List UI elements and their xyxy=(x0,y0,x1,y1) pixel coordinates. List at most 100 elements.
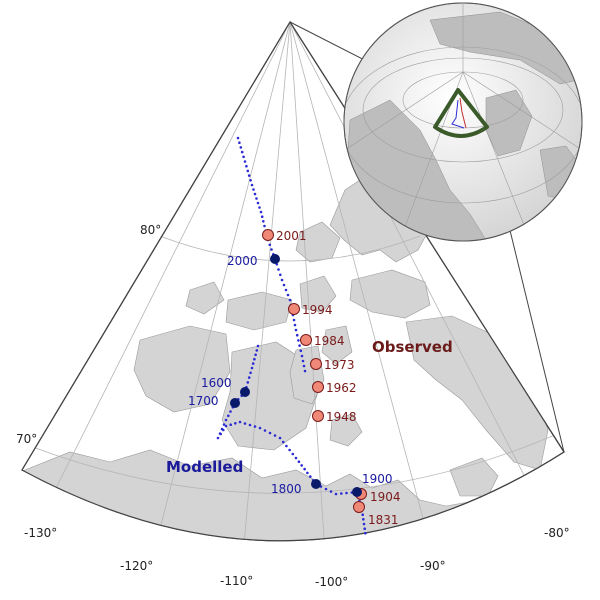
modelled-year-label: 1700 xyxy=(188,394,219,408)
model-track-dot xyxy=(254,353,257,357)
model-track-dot xyxy=(249,371,252,375)
model-track-dot xyxy=(282,283,286,287)
model-track-dot xyxy=(281,440,285,444)
model-track-dot xyxy=(270,248,273,251)
observed-pole: 2001 xyxy=(262,229,307,243)
model-track-dot xyxy=(245,164,248,168)
model-track-dot xyxy=(309,475,312,478)
observed-year-label: 1831 xyxy=(368,513,399,527)
model-track-dot xyxy=(227,414,230,418)
globe-outline xyxy=(343,2,583,242)
model-track-dot xyxy=(255,197,258,200)
model-track-dot xyxy=(224,418,228,422)
meridian-80 xyxy=(289,22,541,507)
model-track-dot xyxy=(284,288,288,292)
observed-pole: 1962 xyxy=(312,381,357,395)
model-track-dot xyxy=(364,532,367,535)
model-track-dot xyxy=(247,376,251,379)
latitude-label: 70° xyxy=(16,432,37,446)
model-track-dot xyxy=(279,273,282,277)
observed-marker xyxy=(310,358,322,370)
modelled-pole: 1600 xyxy=(201,376,250,397)
model-track-dot xyxy=(216,436,220,440)
graticule xyxy=(29,22,564,541)
model-track-dot xyxy=(222,428,225,432)
model-track-dot xyxy=(299,349,303,353)
model-track-dot xyxy=(250,183,254,187)
observed-pole: 1994 xyxy=(288,303,333,317)
model-track-dot xyxy=(258,426,262,430)
model-track-dot xyxy=(250,366,254,370)
model-track-dot xyxy=(243,160,247,163)
model-track-dot xyxy=(256,201,260,205)
observed-marker xyxy=(353,501,365,513)
model-track-dot xyxy=(260,215,264,218)
longitude-label: -80° xyxy=(544,526,570,540)
coordinate-labels: 80° 70° -130° -120° -110° -100° -90° -80… xyxy=(16,223,570,589)
model-track-dot xyxy=(247,174,251,177)
model-track-dot xyxy=(268,431,272,435)
model-track-dot xyxy=(248,423,252,427)
model-track-dot xyxy=(229,423,232,427)
model-track-dot xyxy=(301,359,305,363)
model-track-dot xyxy=(334,492,338,496)
model-track-dot xyxy=(224,424,228,428)
longitude-label: -120° xyxy=(120,559,153,573)
map-frame xyxy=(21,20,565,542)
model-track-dot xyxy=(285,444,288,448)
model-track-dot xyxy=(229,410,232,413)
model-track-dot xyxy=(256,344,260,348)
model-track-dot xyxy=(263,429,267,432)
observed-region-label: Observed xyxy=(372,338,453,356)
model-track-dot xyxy=(268,243,272,247)
observed-pole: 1948 xyxy=(312,410,357,424)
modelled-pole: 1700 xyxy=(188,394,240,408)
modelled-marker xyxy=(352,487,362,497)
model-track-dot xyxy=(329,490,333,493)
model-track-dot xyxy=(262,220,265,223)
observed-pole: 1831 xyxy=(353,501,399,527)
observed-marker xyxy=(262,229,274,241)
model-track-dot xyxy=(253,357,256,361)
modelled-marker xyxy=(230,398,240,408)
model-track-dot xyxy=(239,146,243,149)
modelled-region-label: Modelled xyxy=(166,458,243,476)
modelled-poles: 2000 1600 1700 1800 1900 xyxy=(188,254,393,497)
island-banks xyxy=(133,325,231,413)
model-track-dot xyxy=(238,420,242,424)
model-track-dot xyxy=(298,344,301,347)
modelled-year-label: 1800 xyxy=(271,482,302,496)
observed-year-label: 1962 xyxy=(326,381,357,395)
modelled-pole: 1900 xyxy=(352,472,393,497)
model-track-dot xyxy=(294,456,298,460)
model-track-dot xyxy=(291,452,295,456)
globe-meridian xyxy=(462,71,531,241)
observed-marker xyxy=(300,334,312,346)
model-track-dot xyxy=(300,354,304,358)
model-track-dot xyxy=(255,349,259,352)
modelled-year-label: 2000 xyxy=(227,254,258,268)
island-somerset xyxy=(321,325,353,365)
latitude-label: 80° xyxy=(140,223,161,237)
model-track-dot xyxy=(246,381,250,384)
modelled-pole: 1800 xyxy=(271,479,321,496)
model-track-dot xyxy=(324,487,328,491)
island-king-william xyxy=(329,413,363,447)
model-track-dot xyxy=(288,298,292,302)
land-areas xyxy=(22,171,564,541)
observed-pole: 1973 xyxy=(310,358,355,372)
modelled-year-label: 1600 xyxy=(201,376,232,390)
model-track-dot xyxy=(238,141,241,144)
model-track-dot xyxy=(288,448,291,452)
observed-year-label: 2001 xyxy=(276,229,307,243)
latitude-80 xyxy=(159,235,421,262)
model-track-dot xyxy=(361,513,365,516)
modelled-year-label: 1900 xyxy=(362,472,393,486)
model-track-dot xyxy=(295,333,299,337)
island-devon xyxy=(349,269,431,319)
model-track-dot xyxy=(306,471,309,475)
model-track-dot xyxy=(273,434,277,437)
model-track-dot xyxy=(242,155,245,159)
model-track-dot xyxy=(297,460,301,464)
model-track-dot xyxy=(300,464,304,467)
